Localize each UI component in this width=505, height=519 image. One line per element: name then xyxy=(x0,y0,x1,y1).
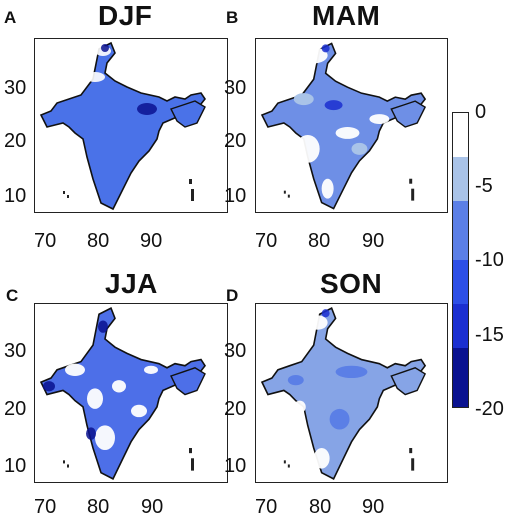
x-tick: 80 xyxy=(308,230,331,252)
season-title: MAM xyxy=(312,0,381,31)
y-tick: 20 xyxy=(4,398,27,420)
dark-patches xyxy=(43,320,108,440)
mid-patches xyxy=(287,365,368,430)
x-tick: 70 xyxy=(34,230,57,252)
colorbar-tick: -5 xyxy=(475,175,493,197)
india-map xyxy=(260,306,427,480)
x-tick: 70 xyxy=(255,496,278,518)
x-tick: 70 xyxy=(255,230,278,252)
y-tick: 30 xyxy=(4,340,27,362)
x-tick: 80 xyxy=(87,496,110,518)
map-frame xyxy=(255,38,448,213)
india-map xyxy=(39,41,206,211)
map-frame xyxy=(255,303,448,483)
panel-letter: C xyxy=(6,286,19,305)
y-tick: 20 xyxy=(224,398,247,420)
colorbar-tick: -20 xyxy=(475,398,504,420)
panel-letter: B xyxy=(226,8,239,27)
ne-region xyxy=(390,100,427,128)
islands xyxy=(63,448,194,471)
x-tick: 90 xyxy=(362,496,385,518)
season-title: DJF xyxy=(98,0,153,31)
ne-region xyxy=(390,366,427,396)
dark-patches xyxy=(101,44,157,115)
ne-region xyxy=(170,100,206,128)
season-title: SON xyxy=(320,268,383,299)
dark-patches xyxy=(321,309,330,318)
india-map xyxy=(260,42,427,210)
y-tick: 10 xyxy=(224,185,247,207)
india-outline xyxy=(260,306,427,480)
y-tick: 10 xyxy=(224,455,247,477)
light-patches xyxy=(293,315,330,469)
x-tick: 70 xyxy=(34,496,57,518)
india-outline xyxy=(39,41,206,211)
colorbar-segment xyxy=(453,260,468,305)
panel-letter: D xyxy=(226,286,239,305)
islands xyxy=(63,179,194,201)
islands xyxy=(283,178,415,201)
y-tick: 10 xyxy=(4,455,27,477)
season-title: JJA xyxy=(105,268,158,299)
map-frame xyxy=(34,38,228,213)
x-tick: 90 xyxy=(141,496,164,518)
x-tick: 80 xyxy=(309,496,332,518)
y-tick: 30 xyxy=(224,77,247,99)
x-tick: 90 xyxy=(362,230,385,252)
colorbar xyxy=(452,112,469,408)
colorbar-segment xyxy=(453,201,468,260)
colorbar-segment xyxy=(453,304,468,349)
islands xyxy=(283,448,415,471)
colorbar-segment xyxy=(453,157,468,202)
x-tick: 90 xyxy=(140,230,163,252)
colorbar-tick: -15 xyxy=(475,324,504,346)
y-tick: 20 xyxy=(224,130,247,152)
light-patches xyxy=(65,363,158,451)
dark-patches xyxy=(321,44,343,111)
colorbar-segment xyxy=(453,348,468,407)
y-tick: 20 xyxy=(4,130,27,152)
colorbar-tick: 0 xyxy=(475,101,487,123)
colorbar-segment xyxy=(453,113,468,158)
colorbar-tick: -10 xyxy=(475,249,504,271)
india-outline xyxy=(260,42,427,210)
y-tick: 30 xyxy=(224,340,247,362)
india-map xyxy=(39,306,206,480)
x-tick: 80 xyxy=(87,230,110,252)
y-tick: 10 xyxy=(4,185,27,207)
ne-region xyxy=(170,366,206,396)
panel-letter: A xyxy=(4,8,17,27)
light-patches xyxy=(295,47,390,199)
map-frame xyxy=(34,303,228,483)
y-tick: 30 xyxy=(4,77,27,99)
india-outline xyxy=(39,306,206,480)
pale-patches xyxy=(293,93,368,155)
